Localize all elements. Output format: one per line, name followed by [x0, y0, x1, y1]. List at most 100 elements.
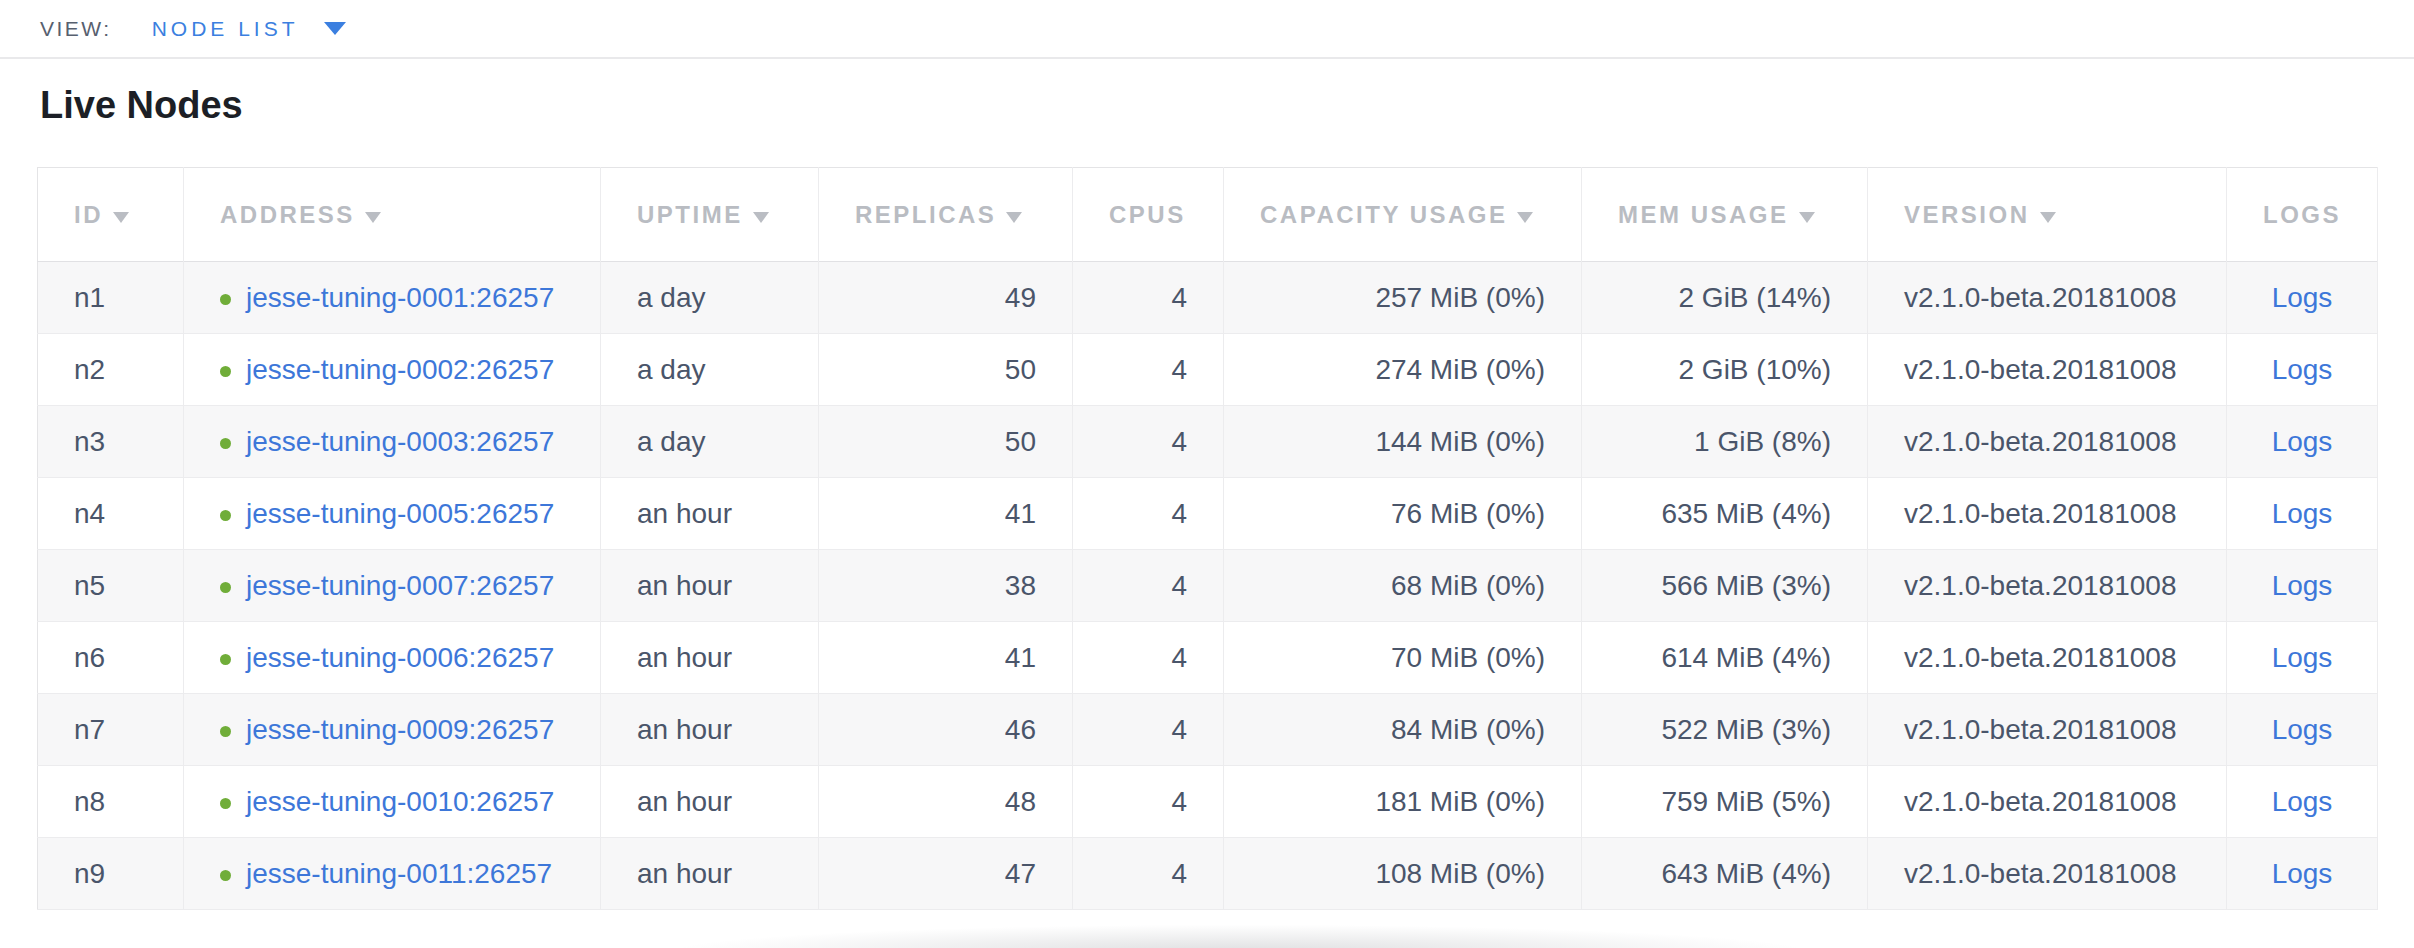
logs-link[interactable]: Logs — [2272, 570, 2333, 601]
node-address-link[interactable]: jesse-tuning-0003:26257 — [246, 426, 554, 457]
column-header-id[interactable]: ID — [38, 168, 184, 262]
column-header-mem[interactable]: MEM USAGE — [1582, 168, 1868, 262]
node-health-icon — [220, 294, 231, 305]
cell-id: n1 — [38, 262, 184, 334]
cell-address: jesse-tuning-0002:26257 — [184, 334, 601, 406]
cell-logs: Logs — [2227, 406, 2378, 478]
cell-replicas: 48 — [819, 766, 1073, 838]
node-address-link[interactable]: jesse-tuning-0011:26257 — [246, 858, 552, 889]
node-address-link[interactable]: jesse-tuning-0009:26257 — [246, 714, 554, 745]
logs-link[interactable]: Logs — [2272, 714, 2333, 745]
node-health-icon — [220, 870, 231, 881]
column-header-label: ADDRESS — [220, 201, 355, 228]
cell-id: n7 — [38, 694, 184, 766]
column-header-label: ID — [74, 201, 103, 228]
column-header-version[interactable]: VERSION — [1868, 168, 2227, 262]
logs-link[interactable]: Logs — [2272, 354, 2333, 385]
cell-id: n9 — [38, 838, 184, 910]
cell-uptime: an hour — [601, 766, 819, 838]
cell-mem: 566 MiB (3%) — [1582, 550, 1868, 622]
cell-id: n8 — [38, 766, 184, 838]
sort-arrow-icon — [753, 212, 769, 223]
cell-capacity: 274 MiB (0%) — [1224, 334, 1582, 406]
cell-replicas: 50 — [819, 406, 1073, 478]
cell-address: jesse-tuning-0001:26257 — [184, 262, 601, 334]
node-address-link[interactable]: jesse-tuning-0001:26257 — [246, 282, 554, 313]
cell-uptime: an hour — [601, 550, 819, 622]
node-address-link[interactable]: jesse-tuning-0007:26257 — [246, 570, 554, 601]
logs-link[interactable]: Logs — [2272, 426, 2333, 457]
cell-version: v2.1.0-beta.20181008 — [1868, 334, 2227, 406]
column-header-capacity[interactable]: CAPACITY USAGE — [1224, 168, 1582, 262]
cell-logs: Logs — [2227, 478, 2378, 550]
cell-version: v2.1.0-beta.20181008 — [1868, 694, 2227, 766]
table-row: n5jesse-tuning-0007:26257an hour38468 Mi… — [38, 550, 2378, 622]
cell-version: v2.1.0-beta.20181008 — [1868, 478, 2227, 550]
cell-logs: Logs — [2227, 550, 2378, 622]
cell-logs: Logs — [2227, 694, 2378, 766]
cell-replicas: 49 — [819, 262, 1073, 334]
cell-mem: 643 MiB (4%) — [1582, 838, 1868, 910]
cell-cpus: 4 — [1073, 622, 1224, 694]
cell-id: n3 — [38, 406, 184, 478]
view-dropdown[interactable]: NODE LIST — [152, 17, 347, 41]
cell-mem: 2 GiB (14%) — [1582, 262, 1868, 334]
cell-logs: Logs — [2227, 766, 2378, 838]
table-row: n1jesse-tuning-0001:26257a day494257 MiB… — [38, 262, 2378, 334]
cell-cpus: 4 — [1073, 478, 1224, 550]
column-header-address[interactable]: ADDRESS — [184, 168, 601, 262]
cell-uptime: an hour — [601, 478, 819, 550]
cell-mem: 614 MiB (4%) — [1582, 622, 1868, 694]
column-header-label: UPTIME — [637, 201, 743, 228]
table-body: n1jesse-tuning-0001:26257a day494257 MiB… — [38, 262, 2378, 910]
cell-mem: 635 MiB (4%) — [1582, 478, 1868, 550]
cell-capacity: 84 MiB (0%) — [1224, 694, 1582, 766]
cell-address: jesse-tuning-0010:26257 — [184, 766, 601, 838]
node-health-icon — [220, 654, 231, 665]
column-header-uptime[interactable]: UPTIME — [601, 168, 819, 262]
column-header-label: VERSION — [1904, 201, 2030, 228]
view-label: VIEW: — [40, 17, 112, 41]
node-address-link[interactable]: jesse-tuning-0002:26257 — [246, 354, 554, 385]
node-health-icon — [220, 510, 231, 521]
cell-logs: Logs — [2227, 622, 2378, 694]
cell-replicas: 47 — [819, 838, 1073, 910]
cell-version: v2.1.0-beta.20181008 — [1868, 406, 2227, 478]
logs-link[interactable]: Logs — [2272, 642, 2333, 673]
logs-link[interactable]: Logs — [2272, 282, 2333, 313]
logs-link[interactable]: Logs — [2272, 786, 2333, 817]
cell-id: n5 — [38, 550, 184, 622]
node-address-link[interactable]: jesse-tuning-0010:26257 — [246, 786, 554, 817]
live-nodes-table: ID ADDRESS UPTIME REPLICASCPUS CAPACITY USAG… — [37, 167, 2378, 910]
column-header-cpus: CPUS — [1073, 168, 1224, 262]
sort-arrow-icon — [1517, 212, 1533, 223]
live-nodes-page: { "view_bar": { "label": "VIEW:", "selec… — [0, 0, 2414, 948]
node-address-link[interactable]: jesse-tuning-0006:26257 — [246, 642, 554, 673]
column-header-label: CAPACITY USAGE — [1260, 201, 1507, 228]
cell-uptime: a day — [601, 334, 819, 406]
cell-version: v2.1.0-beta.20181008 — [1868, 838, 2227, 910]
cell-replicas: 50 — [819, 334, 1073, 406]
cell-cpus: 4 — [1073, 550, 1224, 622]
column-header-replicas[interactable]: REPLICAS — [819, 168, 1073, 262]
cell-cpus: 4 — [1073, 694, 1224, 766]
cell-capacity: 76 MiB (0%) — [1224, 478, 1582, 550]
cell-capacity: 108 MiB (0%) — [1224, 838, 1582, 910]
cell-address: jesse-tuning-0007:26257 — [184, 550, 601, 622]
cell-capacity: 181 MiB (0%) — [1224, 766, 1582, 838]
cell-cpus: 4 — [1073, 766, 1224, 838]
cell-address: jesse-tuning-0011:26257 — [184, 838, 601, 910]
logs-link[interactable]: Logs — [2272, 498, 2333, 529]
node-address-link[interactable]: jesse-tuning-0005:26257 — [246, 498, 554, 529]
column-header-label: LOGS — [2263, 201, 2341, 228]
view-dropdown-value: NODE LIST — [152, 17, 299, 41]
node-health-icon — [220, 582, 231, 593]
cell-id: n4 — [38, 478, 184, 550]
cell-uptime: an hour — [601, 694, 819, 766]
cell-id: n2 — [38, 334, 184, 406]
column-header-label: MEM USAGE — [1618, 201, 1789, 228]
cell-uptime: an hour — [601, 622, 819, 694]
sort-arrow-icon — [113, 212, 129, 223]
header-divider — [0, 57, 2414, 59]
logs-link[interactable]: Logs — [2272, 858, 2333, 889]
